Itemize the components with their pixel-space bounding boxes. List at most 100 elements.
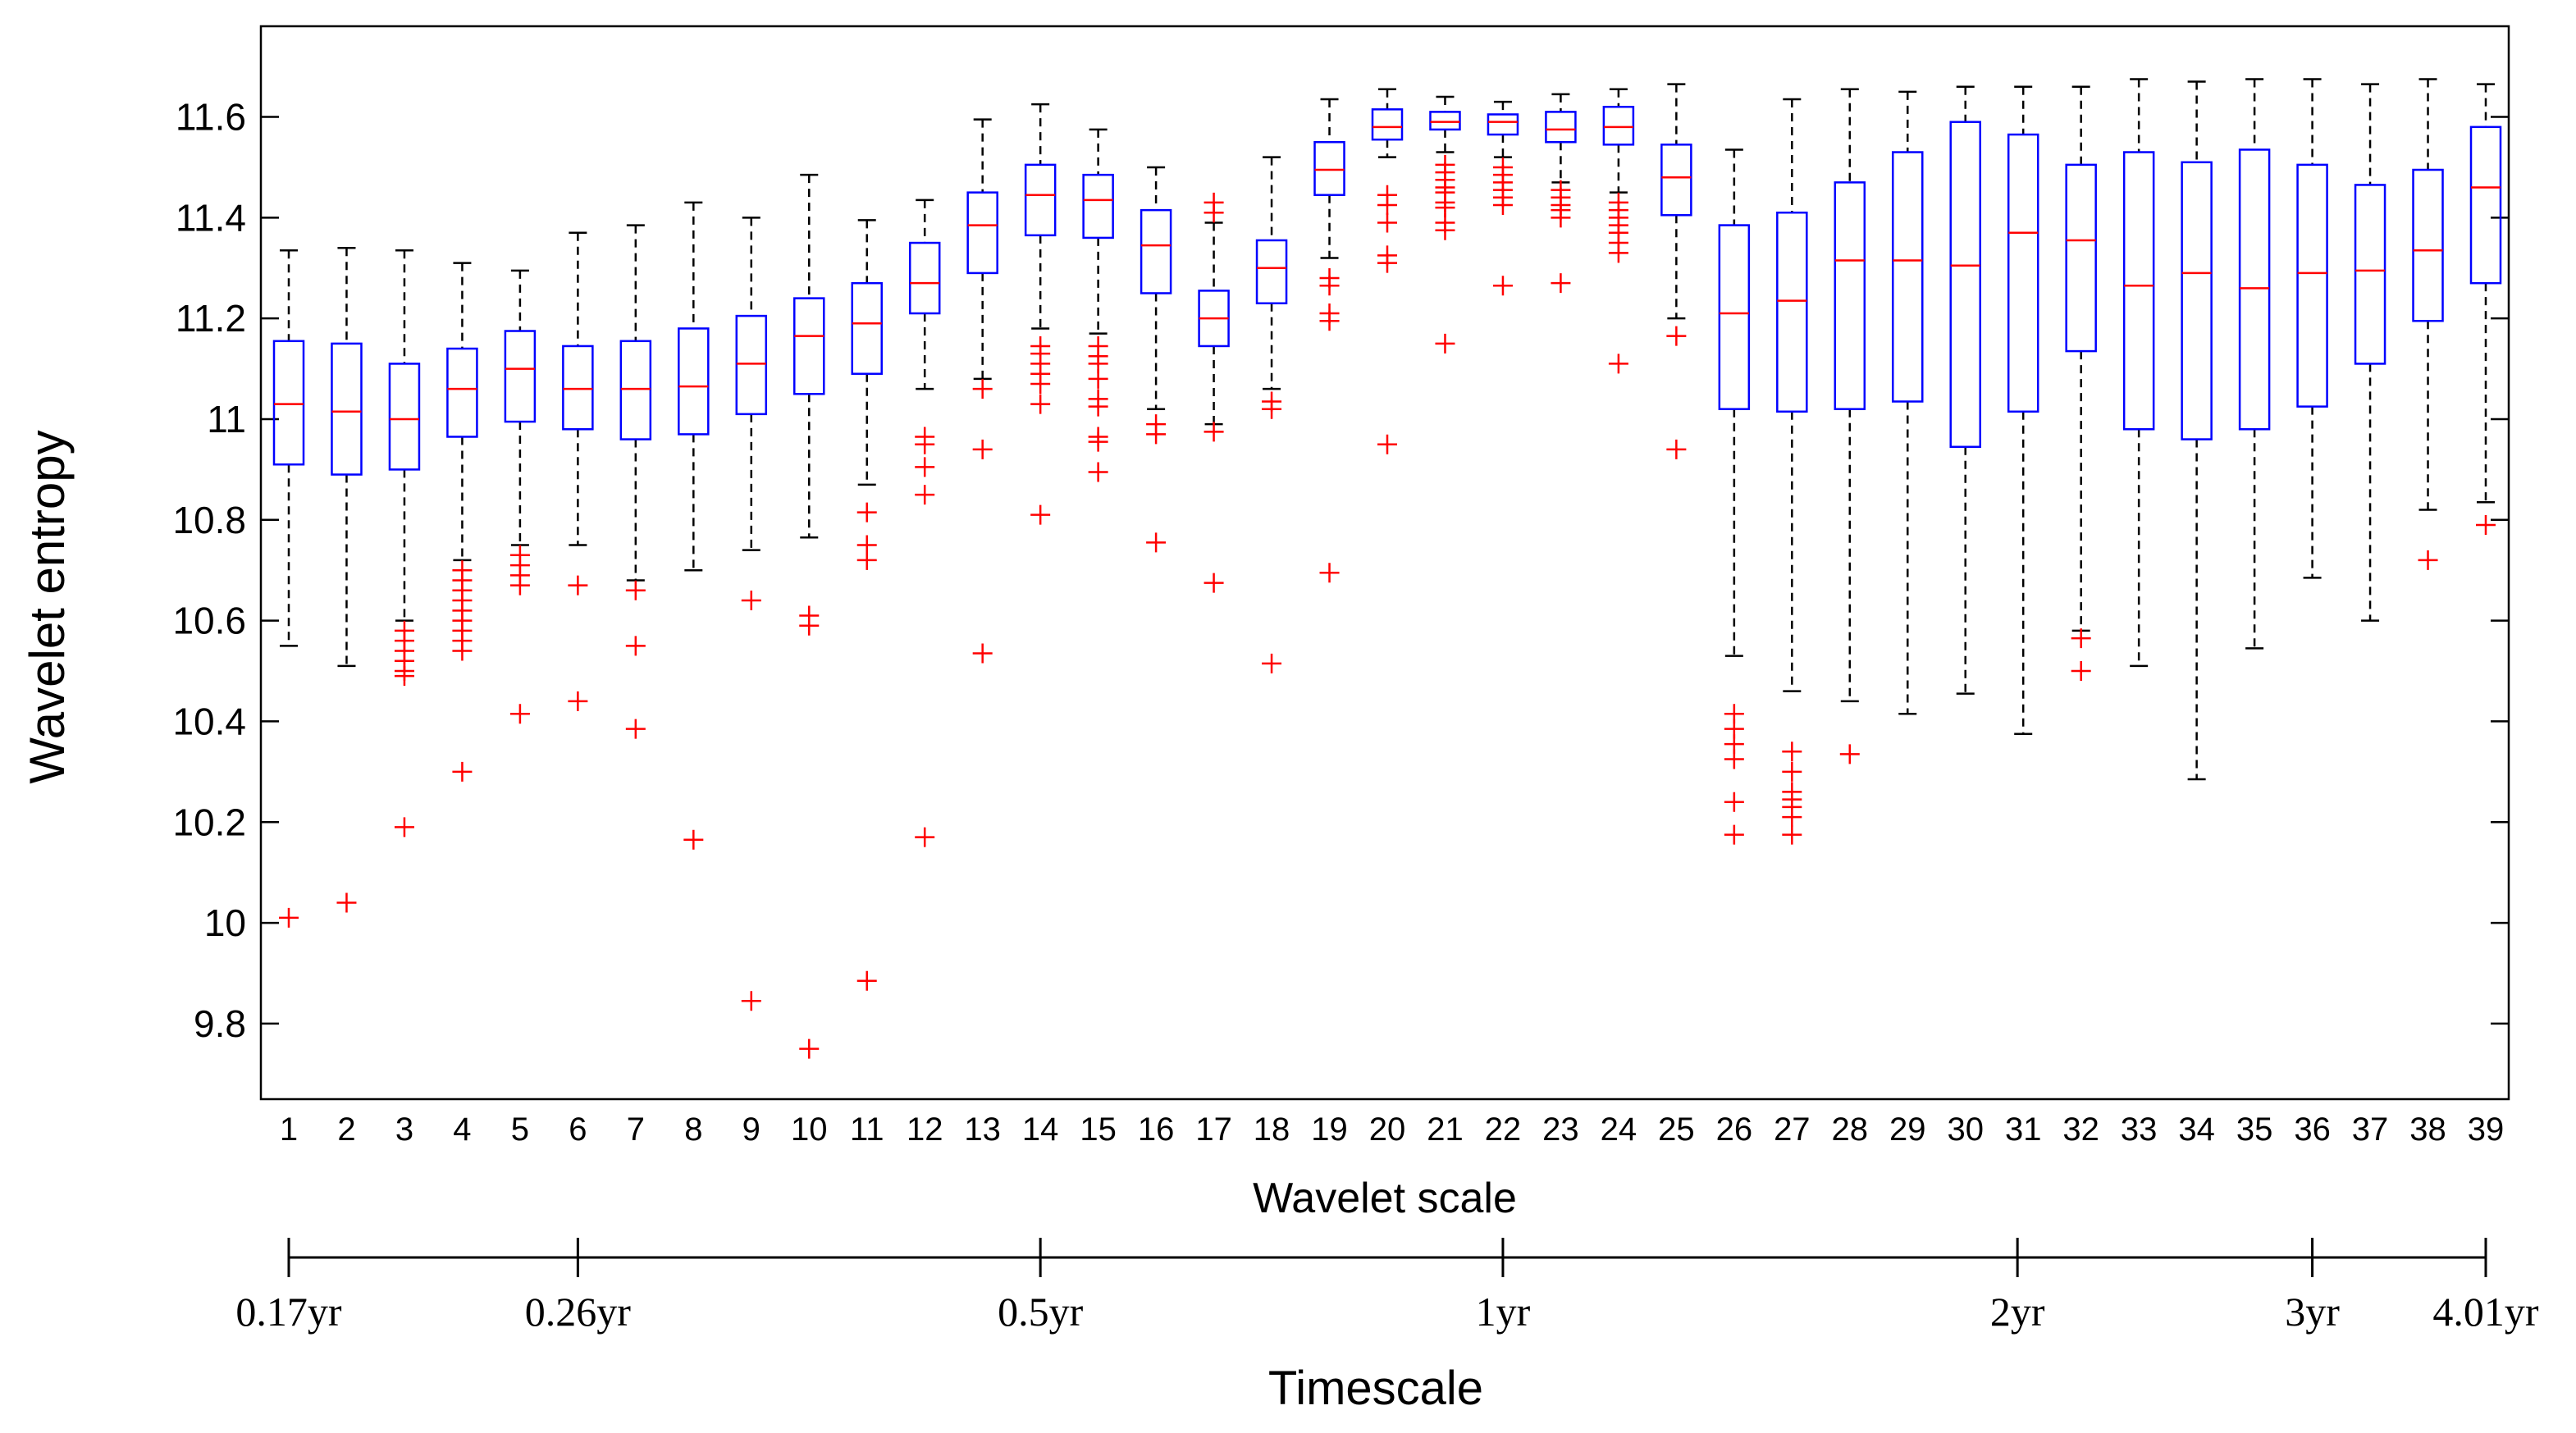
x-tick-label: 18 <box>1254 1111 1290 1148</box>
x-tick-label: 20 <box>1369 1111 1406 1148</box>
box-iqr <box>619 340 652 440</box>
outlier-point <box>1377 195 1397 215</box>
x-axis-label: Wavelet scale <box>1253 1175 1517 1222</box>
box-iqr <box>735 314 768 416</box>
box-iqr <box>504 330 537 423</box>
outlier-point <box>1551 208 1571 228</box>
outlier-point <box>1088 368 1108 389</box>
outlier-point <box>741 991 761 1011</box>
axis-ticks <box>261 116 2509 1025</box>
outlier-point <box>1204 573 1224 593</box>
box-iqr <box>908 241 941 315</box>
outlier-point <box>915 457 935 477</box>
x-tick-label: 34 <box>2178 1111 2215 1148</box>
x-tick-label: 22 <box>1485 1111 1522 1148</box>
x-tick-label: 10 <box>791 1111 828 1148</box>
outlier-point <box>1782 761 1802 782</box>
outlier-point <box>1088 396 1108 417</box>
box-iqr <box>851 281 883 375</box>
timescale-tick-label: 1yr <box>1476 1289 1531 1335</box>
box-iqr <box>446 347 478 438</box>
x-tick-label: 11 <box>850 1111 884 1148</box>
outlier-point <box>1030 394 1051 414</box>
box-iqr <box>1082 173 1114 240</box>
outlier-point <box>856 970 877 991</box>
x-tick-label: 26 <box>1716 1111 1753 1148</box>
x-tick-label: 9 <box>742 1111 760 1148</box>
x-tick-label: 32 <box>2062 1111 2099 1148</box>
x-tick-label: 36 <box>2294 1111 2331 1148</box>
outlier-point <box>1782 807 1802 828</box>
outlier-point <box>1204 203 1224 223</box>
box-iqr <box>1660 144 1692 217</box>
x-tick-label: 5 <box>511 1111 529 1148</box>
box-iqr <box>2181 161 2213 440</box>
y-tick-label: 11.4 <box>176 196 246 239</box>
box-iqr <box>1718 224 1751 410</box>
y-tick-label: 10.4 <box>172 700 246 742</box>
box-iqr <box>1255 239 1288 304</box>
x-tick-label: 15 <box>1080 1111 1117 1148</box>
y-tick-label: 11.2 <box>176 297 246 340</box>
outlier-point <box>1204 422 1224 442</box>
x-tick-label: 29 <box>1889 1111 1926 1148</box>
x-tick-label: 37 <box>2352 1111 2389 1148</box>
box-iqr <box>966 191 998 275</box>
timescale-tick-label: 0.17yr <box>235 1289 342 1335</box>
outlier-point <box>394 817 414 837</box>
x-tick-label: 39 <box>2468 1111 2505 1148</box>
x-tick-label: 3 <box>395 1111 413 1148</box>
outlier-point <box>509 704 530 724</box>
outlier-point <box>1724 824 1744 845</box>
outlier-point <box>1782 742 1802 762</box>
box-iqr <box>1371 108 1404 141</box>
box-iqr <box>272 340 305 466</box>
outlier-point <box>1435 333 1455 354</box>
outlier-point <box>915 434 935 454</box>
x-tick-label: 33 <box>2121 1111 2158 1148</box>
x-tick-label: 35 <box>2236 1111 2273 1148</box>
box-iqr <box>388 363 421 471</box>
x-tick-label: 1 <box>280 1111 298 1148</box>
y-tick-label: 10.8 <box>172 499 246 541</box>
outlier-point <box>856 502 877 523</box>
box-iqr <box>2007 133 2039 413</box>
x-tick-label: 28 <box>1832 1111 1869 1148</box>
outlier-point <box>972 643 993 664</box>
timescale-tick-label: 2yr <box>1990 1289 2045 1335</box>
y-tick-labels: 9.8 10 10.2 10.4 10.6 10.8 11 11.2 11.4 11.6 <box>172 96 246 1045</box>
outlier-point <box>683 829 704 850</box>
outlier-point <box>1030 374 1051 394</box>
box-iqr <box>1487 113 1519 136</box>
outlier-point <box>915 827 935 847</box>
x-tick-label: 2 <box>337 1111 355 1148</box>
box-iqr <box>331 342 363 476</box>
x-tick-label: 14 <box>1022 1111 1059 1148</box>
x-tick-label: 30 <box>1947 1111 1984 1148</box>
outlier-point <box>856 550 877 570</box>
box-iqr <box>1949 121 1981 449</box>
box-iqr <box>793 297 825 395</box>
outlier-point <box>2418 550 2438 570</box>
x-tick-label: 12 <box>907 1111 943 1148</box>
timescale-tick-label: 0.5yr <box>998 1289 1084 1335</box>
outlier-point <box>1724 792 1744 812</box>
y-tick-label: 11.6 <box>176 96 246 139</box>
outlier-point <box>1319 563 1340 583</box>
outlier-point <box>1262 653 1282 673</box>
outlier-point <box>452 761 473 782</box>
box-iqr <box>1892 151 1924 403</box>
outlier-point <box>1030 504 1051 525</box>
outlier-point <box>625 719 646 739</box>
box-series <box>272 78 2502 1059</box>
outlier-point <box>509 575 530 596</box>
timescale-tick-label: 4.01yr <box>2432 1289 2539 1335</box>
outlier-point <box>1608 354 1628 374</box>
plot-frame <box>259 25 2510 1101</box>
outlier-point <box>1666 326 1687 346</box>
x-tick-labels: 1 2 3 4 5 6 7 8 9 10 11 12 13 14 15 16 17 18 19 20 21 22 23 24 2… <box>280 1111 2504 1148</box>
box-iqr <box>1602 106 1635 146</box>
outlier-point <box>394 666 414 687</box>
x-tick-label: 24 <box>1601 1111 1637 1148</box>
